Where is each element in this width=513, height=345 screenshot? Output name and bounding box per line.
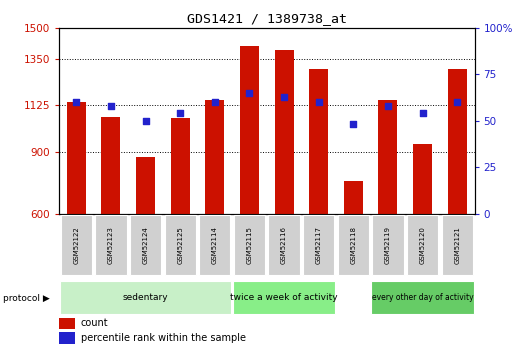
Bar xyxy=(59,318,75,329)
Text: GSM52122: GSM52122 xyxy=(73,226,80,264)
Bar xyxy=(102,117,121,214)
FancyBboxPatch shape xyxy=(165,215,196,275)
Bar xyxy=(274,50,293,214)
Bar xyxy=(309,69,328,214)
FancyBboxPatch shape xyxy=(372,215,404,275)
Point xyxy=(314,99,323,105)
FancyBboxPatch shape xyxy=(407,215,438,275)
Point xyxy=(453,99,461,105)
Point xyxy=(349,122,358,127)
FancyBboxPatch shape xyxy=(60,281,231,314)
Text: GSM52116: GSM52116 xyxy=(281,226,287,264)
Text: GSM52117: GSM52117 xyxy=(315,226,322,264)
Bar xyxy=(413,144,432,214)
Text: GSM52124: GSM52124 xyxy=(143,226,149,264)
Text: GSM52123: GSM52123 xyxy=(108,226,114,264)
Point xyxy=(176,110,184,116)
Bar xyxy=(240,46,259,214)
Bar xyxy=(59,332,75,344)
Text: GSM52119: GSM52119 xyxy=(385,226,391,264)
FancyBboxPatch shape xyxy=(371,281,474,314)
FancyBboxPatch shape xyxy=(199,215,230,275)
Bar xyxy=(448,69,467,214)
Bar xyxy=(379,100,398,214)
Point xyxy=(384,103,392,109)
FancyBboxPatch shape xyxy=(268,215,300,275)
Point xyxy=(280,94,288,99)
FancyBboxPatch shape xyxy=(234,215,265,275)
Point xyxy=(419,110,427,116)
Bar xyxy=(67,102,86,214)
Point xyxy=(72,99,81,105)
Text: GSM52118: GSM52118 xyxy=(350,226,357,264)
FancyBboxPatch shape xyxy=(61,215,92,275)
Text: GSM52120: GSM52120 xyxy=(420,226,426,264)
Text: protocol ▶: protocol ▶ xyxy=(3,294,49,303)
FancyBboxPatch shape xyxy=(95,215,127,275)
Text: GSM52114: GSM52114 xyxy=(212,226,218,264)
Point xyxy=(211,99,219,105)
Text: every other day of activity: every other day of activity xyxy=(372,293,473,302)
Bar xyxy=(344,181,363,214)
Text: sedentary: sedentary xyxy=(123,293,168,302)
FancyBboxPatch shape xyxy=(233,281,336,314)
Bar xyxy=(171,118,190,214)
Text: GSM52115: GSM52115 xyxy=(246,226,252,264)
Text: GSM52125: GSM52125 xyxy=(177,226,183,264)
Point xyxy=(142,118,150,124)
Bar xyxy=(205,100,224,214)
Bar xyxy=(136,157,155,214)
FancyBboxPatch shape xyxy=(442,215,473,275)
Text: GSM52121: GSM52121 xyxy=(454,226,460,264)
Point xyxy=(245,90,253,96)
Title: GDS1421 / 1389738_at: GDS1421 / 1389738_at xyxy=(187,12,347,25)
Text: percentile rank within the sample: percentile rank within the sample xyxy=(81,333,246,343)
FancyBboxPatch shape xyxy=(130,215,161,275)
Point xyxy=(107,103,115,109)
FancyBboxPatch shape xyxy=(303,215,334,275)
Text: count: count xyxy=(81,318,108,328)
Text: twice a week of activity: twice a week of activity xyxy=(230,293,338,302)
FancyBboxPatch shape xyxy=(338,215,369,275)
